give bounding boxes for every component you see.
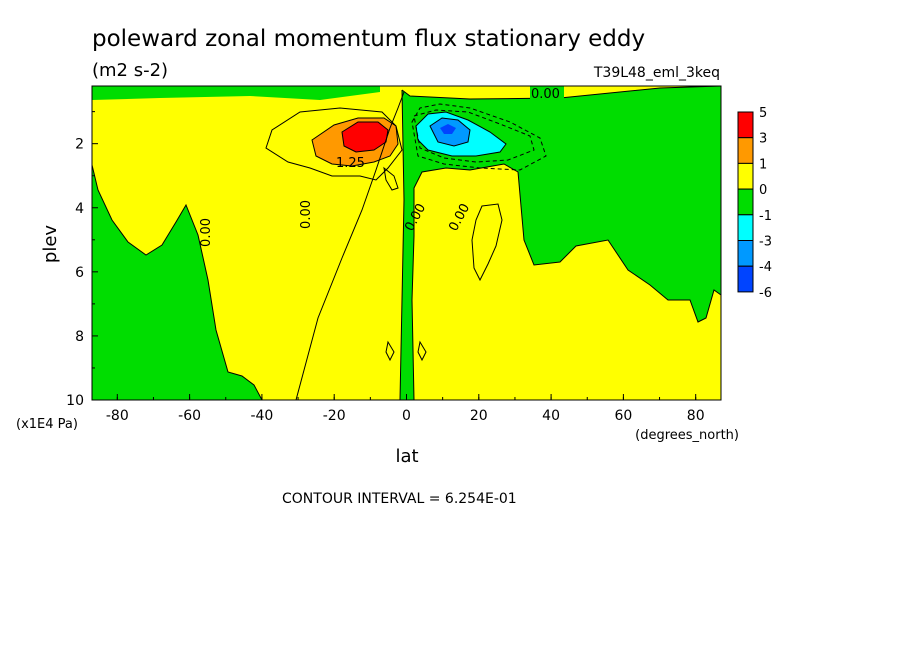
x-tick-label: -60: [178, 408, 201, 424]
chart-title: poleward zonal momentum flux stationary …: [92, 26, 645, 52]
negative-region-southern: [92, 165, 262, 400]
colorbar-label: 1: [759, 157, 767, 172]
chart-subtitle: (m2 s-2): [92, 60, 168, 81]
colorbar-label: -1: [759, 209, 772, 224]
colorbar-swatch: [737, 137, 754, 164]
x-tick-label: -20: [323, 408, 346, 424]
y-tick-label: 8: [75, 329, 84, 345]
colorbar-swatch: [737, 265, 754, 293]
contour-interval: CONTOUR INTERVAL = 6.254E-01: [282, 491, 517, 507]
negative-region-northern: [400, 86, 721, 400]
colorbar-swatch: [737, 240, 754, 267]
plot-area: 0.00 1.25 0.00 0.00 0.00 0.00: [91, 85, 722, 401]
x-axis: -80 -60 -40 -20 0 20 40 60 80: [106, 394, 705, 424]
contour-lines: [92, 86, 721, 400]
x-tick-label: -40: [250, 408, 273, 424]
colorbar-label: 3: [759, 132, 767, 147]
contour-labels: 0.00 1.25 0.00 0.00 0.00 0.00: [199, 86, 564, 247]
y-tick-label: 4: [75, 201, 84, 217]
colorbar-label: 5: [759, 106, 767, 121]
colorbar-label: 0: [759, 183, 767, 198]
x-tick-label: 20: [470, 408, 488, 424]
colorbar: 5 3 1 0 -1 -3 -4 -6: [737, 106, 772, 301]
contour-label-positive: 1.25: [336, 156, 365, 171]
x-tick-label: 80: [687, 408, 705, 424]
x-axis-units: (degrees_north): [635, 428, 739, 443]
positive-region-red: [342, 122, 388, 152]
colorbar-label: -6: [759, 286, 772, 301]
y-tick-label: 2: [75, 137, 84, 153]
x-tick-label: 40: [542, 408, 560, 424]
x-tick-label: -80: [106, 408, 129, 424]
x-tick-label: 60: [614, 408, 632, 424]
x-axis-label: lat: [395, 446, 418, 467]
y-axis-units: (x1E4 Pa): [16, 417, 78, 432]
negative-region-top-left: [92, 86, 380, 100]
y-tick-label: 10: [66, 393, 84, 409]
colorbar-swatch: [737, 111, 754, 139]
colorbar-label: -3: [759, 235, 772, 250]
negative-region-deepblue: [440, 124, 456, 134]
contour-label-top: 0.00: [531, 87, 560, 102]
colorbar-swatch: [737, 214, 754, 242]
y-axis: 2 4 6 8 10: [66, 111, 98, 409]
contour-label-southern: 0.00: [199, 218, 214, 247]
contour-label-midsouth: 0.00: [299, 200, 314, 229]
colorbar-swatch: [737, 162, 754, 190]
dataset-label: T39L48_eml_3keq: [593, 65, 720, 81]
y-axis-label: plev: [40, 225, 61, 264]
y-tick-label: 6: [75, 265, 84, 281]
colorbar-label: -4: [759, 260, 772, 275]
colorbar-swatch: [737, 188, 754, 216]
x-tick-label: 0: [402, 408, 411, 424]
